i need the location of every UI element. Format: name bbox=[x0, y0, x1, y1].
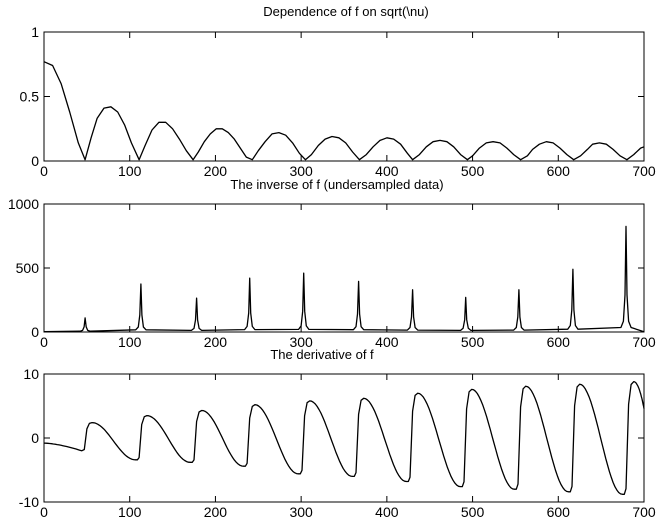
y-tick-label: 0 bbox=[31, 324, 39, 340]
plot-area: 0 100 200 300 400 500 600 700 0 500 1000 bbox=[8, 196, 656, 350]
panel-inverse: The inverse of f (undersampled data) 0 10… bbox=[8, 177, 656, 350]
x-tick-label: 400 bbox=[375, 163, 399, 179]
x-tick-label: 100 bbox=[118, 334, 142, 350]
x-tick-label: 200 bbox=[204, 504, 228, 520]
x-tick-label: 200 bbox=[204, 163, 228, 179]
x-tick-label: 100 bbox=[118, 504, 142, 520]
y-tick-label: 0.5 bbox=[20, 89, 40, 105]
panel-derivative: The derivative of f 0 100 200 300 400 500 600 7… bbox=[19, 347, 656, 520]
x-tick-label: 600 bbox=[547, 334, 571, 350]
y-tick-label: -10 bbox=[19, 494, 39, 510]
y-tick-label: 1000 bbox=[8, 196, 39, 212]
x-tick-label: 400 bbox=[375, 504, 399, 520]
series-line bbox=[43, 61, 645, 161]
x-tick-label: 400 bbox=[375, 334, 399, 350]
chart-title: The inverse of f (undersampled data) bbox=[230, 177, 443, 192]
x-tick-label: 600 bbox=[547, 504, 571, 520]
y-tick-label: 1 bbox=[31, 24, 39, 40]
x-tick-label: 500 bbox=[461, 504, 485, 520]
series-line bbox=[43, 381, 645, 495]
x-tick-label: 700 bbox=[632, 504, 656, 520]
plot-area: 0 100 200 300 400 500 600 700 0 0.5 1 bbox=[20, 24, 656, 179]
y-tick-label: 0 bbox=[31, 430, 39, 446]
series-line bbox=[43, 225, 645, 333]
x-tick-label: 500 bbox=[461, 163, 485, 179]
x-tick-label: 600 bbox=[547, 163, 571, 179]
x-tick-label: 200 bbox=[204, 334, 228, 350]
y-tick-label: 500 bbox=[16, 260, 40, 276]
x-tick-label: 500 bbox=[461, 334, 485, 350]
x-tick-label: 300 bbox=[289, 334, 313, 350]
y-tick-label: 10 bbox=[23, 366, 39, 382]
x-tick-label: 0 bbox=[40, 504, 48, 520]
x-tick-label: 0 bbox=[40, 163, 48, 179]
x-tick-label: 100 bbox=[118, 163, 142, 179]
y-tick-label: 0 bbox=[31, 153, 39, 169]
x-tick-label: 700 bbox=[632, 334, 656, 350]
panel-dependence: Dependence of f on sqrt(\nu) 0 100 200 300 4… bbox=[20, 4, 656, 179]
x-tick-label: 300 bbox=[289, 163, 313, 179]
chart-title: Dependence of f on sqrt(\nu) bbox=[263, 4, 429, 19]
x-tick-label: 0 bbox=[40, 334, 48, 350]
x-tick-label: 700 bbox=[632, 163, 656, 179]
chart-title: The derivative of f bbox=[270, 347, 374, 362]
x-tick-label: 300 bbox=[289, 504, 313, 520]
